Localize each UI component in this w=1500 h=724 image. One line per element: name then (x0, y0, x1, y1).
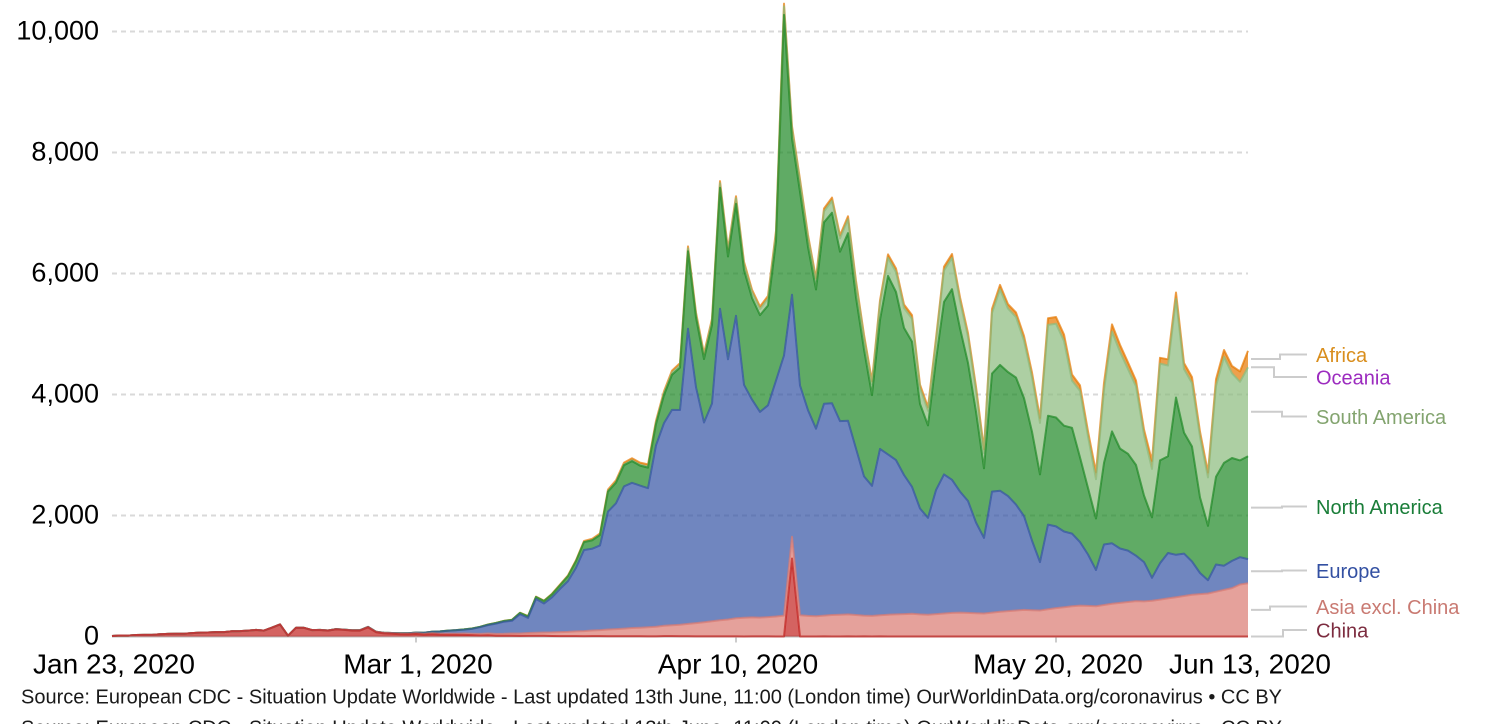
svg-text:South America: South America (1316, 407, 1447, 429)
svg-text:North America: North America (1316, 497, 1444, 519)
svg-text:Mar 1, 2020: Mar 1, 2020 (343, 649, 492, 680)
svg-text:2,000: 2,000 (31, 500, 99, 530)
svg-text:Africa: Africa (1316, 345, 1368, 367)
svg-text:Oceania: Oceania (1316, 367, 1391, 389)
svg-text:Europe: Europe (1316, 561, 1381, 583)
svg-text:Asia excl. China: Asia excl. China (1316, 597, 1460, 619)
svg-text:4,000: 4,000 (31, 379, 99, 409)
svg-text:Jan 23, 2020: Jan 23, 2020 (33, 649, 195, 680)
svg-text:Apr 10, 2020: Apr 10, 2020 (658, 649, 818, 680)
svg-text:Source: European CDC - Situati: Source: European CDC - Situation Update … (21, 687, 1282, 709)
svg-text:China: China (1316, 620, 1369, 642)
svg-text:8,000: 8,000 (31, 137, 99, 167)
svg-text:10,000: 10,000 (16, 16, 99, 46)
svg-text:Jun 13, 2020: Jun 13, 2020 (1169, 649, 1331, 680)
svg-text:May 20, 2020: May 20, 2020 (973, 649, 1143, 680)
svg-text:6,000: 6,000 (31, 258, 99, 288)
svg-text:0: 0 (84, 621, 99, 651)
svg-text:Source: European CDC - Situati: Source: European CDC - Situation Update … (21, 718, 1282, 724)
